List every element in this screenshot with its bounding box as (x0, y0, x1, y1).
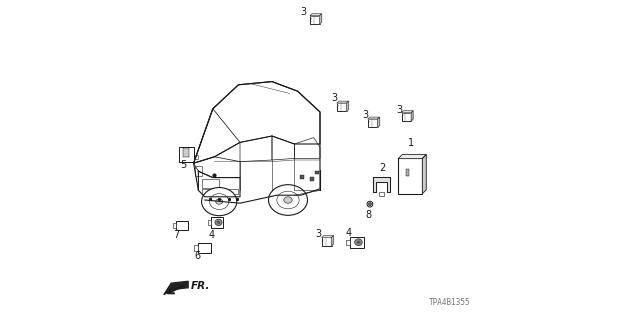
Text: 3: 3 (363, 109, 369, 120)
Polygon shape (164, 281, 188, 295)
Ellipse shape (209, 194, 229, 210)
Ellipse shape (356, 241, 360, 244)
Ellipse shape (202, 188, 237, 216)
Ellipse shape (216, 199, 223, 204)
Bar (183, 148, 189, 157)
Bar (368, 119, 378, 127)
Ellipse shape (215, 219, 222, 226)
Bar (406, 169, 409, 176)
Text: 3: 3 (300, 7, 307, 17)
Text: 2: 2 (380, 163, 385, 173)
Polygon shape (347, 101, 349, 111)
Text: 1: 1 (408, 138, 414, 148)
Bar (198, 243, 211, 253)
Text: FR.: FR. (191, 281, 210, 292)
Bar (192, 155, 198, 159)
Bar (194, 245, 198, 251)
Bar (176, 221, 188, 230)
Bar (398, 158, 422, 194)
Polygon shape (337, 101, 349, 103)
Polygon shape (412, 111, 413, 121)
Bar (351, 237, 364, 248)
Ellipse shape (367, 201, 372, 207)
Bar (322, 237, 332, 246)
Bar (315, 171, 319, 174)
Bar (379, 192, 384, 196)
Bar (337, 103, 347, 111)
Bar (310, 16, 320, 24)
Bar (346, 240, 351, 245)
Text: 4: 4 (346, 228, 352, 238)
Text: 3: 3 (332, 92, 337, 103)
Bar (202, 179, 219, 188)
Bar (195, 166, 202, 176)
Ellipse shape (269, 185, 307, 215)
Polygon shape (332, 236, 333, 246)
Bar (211, 217, 223, 228)
Text: 3: 3 (316, 228, 321, 239)
Ellipse shape (217, 221, 220, 224)
Bar (179, 147, 194, 162)
Ellipse shape (277, 191, 299, 209)
Polygon shape (402, 111, 413, 113)
Bar (207, 220, 211, 225)
Ellipse shape (355, 239, 362, 246)
Bar (202, 189, 238, 194)
Polygon shape (422, 155, 426, 194)
Text: TPA4B1355: TPA4B1355 (429, 298, 470, 307)
Text: 5: 5 (180, 160, 186, 170)
Bar (402, 113, 412, 121)
Text: 4: 4 (209, 230, 214, 240)
Polygon shape (368, 117, 380, 119)
Bar (310, 177, 314, 181)
Polygon shape (310, 14, 322, 16)
Polygon shape (378, 117, 380, 127)
Bar (173, 223, 176, 228)
Polygon shape (398, 155, 426, 158)
Polygon shape (320, 14, 322, 24)
Text: 6: 6 (195, 251, 201, 261)
Text: 8: 8 (365, 210, 371, 220)
Text: 3: 3 (396, 105, 403, 115)
Text: 7: 7 (173, 230, 180, 240)
Polygon shape (372, 177, 390, 192)
Ellipse shape (284, 197, 292, 203)
Bar (300, 175, 304, 179)
Ellipse shape (369, 203, 372, 206)
Polygon shape (322, 236, 333, 237)
